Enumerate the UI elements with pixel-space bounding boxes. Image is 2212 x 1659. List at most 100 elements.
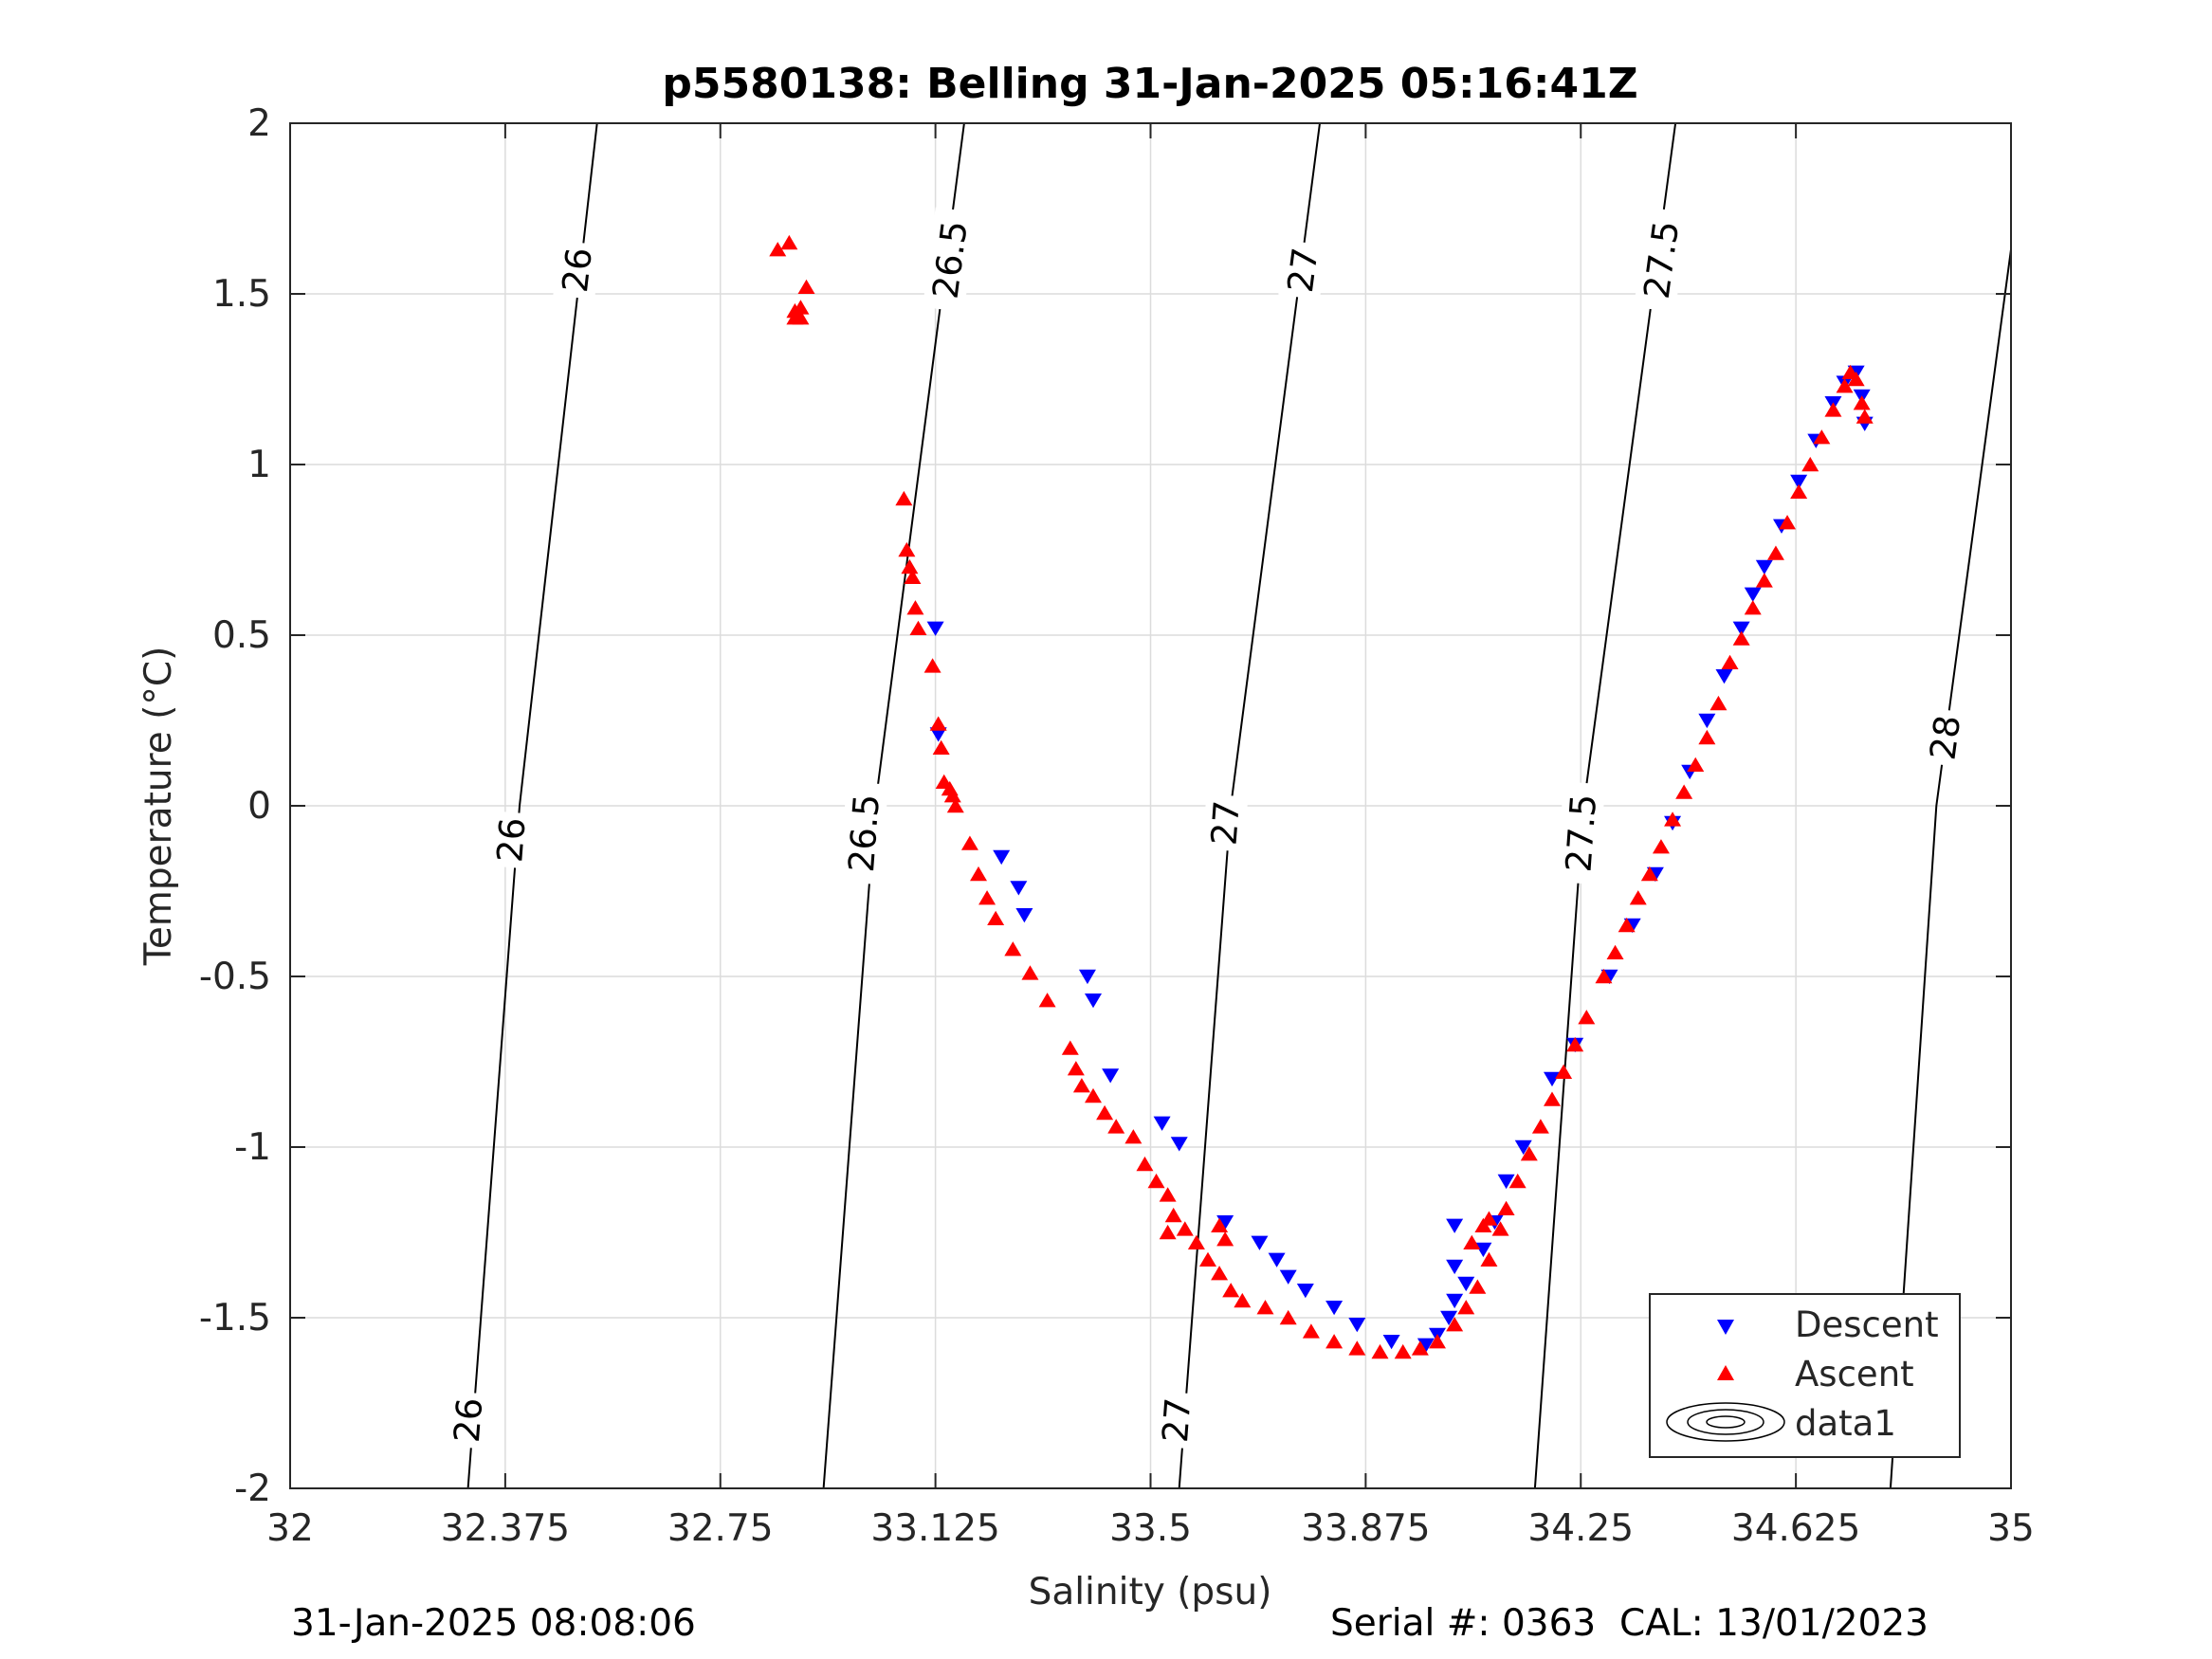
descent-point — [1170, 1137, 1188, 1152]
legend: Descent Ascent data1 — [1649, 1293, 1961, 1458]
x-tick-label: 32.375 — [441, 1507, 570, 1550]
ascent-point — [1779, 515, 1797, 530]
ascent-point — [1824, 402, 1842, 417]
ascent-point — [898, 541, 916, 557]
data-markers — [769, 234, 1874, 1359]
x-tick-label: 34.625 — [1731, 1507, 1860, 1550]
ascent-point — [1744, 600, 1762, 615]
y-tick-label: -1.5 — [199, 1297, 271, 1340]
contour-line-26 — [466, 123, 598, 1488]
ascent-point — [1578, 1010, 1596, 1025]
descent-point — [926, 621, 944, 636]
y-tick-label: 2 — [247, 102, 271, 145]
ascent-point — [987, 910, 1005, 925]
ascent-point — [895, 490, 913, 506]
footer-serial-cal: Serial #: 0363 CAL: 13/01/2023 — [1330, 1602, 1929, 1645]
ascent-point — [1176, 1221, 1194, 1236]
descent-point — [1544, 1071, 1561, 1087]
ascent-point — [1755, 573, 1773, 588]
ascent-point — [797, 279, 815, 294]
contour-label-group: 27 — [1202, 793, 1249, 852]
descent-point — [1296, 1284, 1314, 1299]
ascent-point — [1394, 1343, 1412, 1359]
ascent-point — [1508, 1173, 1526, 1189]
descent-point — [1446, 1293, 1464, 1309]
descent-point — [1102, 1068, 1120, 1084]
descent-point — [1790, 474, 1808, 490]
descent-point — [1457, 1276, 1475, 1292]
ascent-point — [1836, 378, 1854, 393]
chart-title: p5580138: Belling 31-Jan-2025 05:16:41Z — [662, 60, 1637, 108]
descent-point — [1440, 1310, 1458, 1326]
ascent-point — [1061, 1040, 1079, 1055]
contour-label-group: 26 — [445, 1391, 491, 1449]
ascent-point — [1096, 1104, 1114, 1121]
x-axis-ticks: 32 32.375 32.75 33.125 33.5 33.875 34.25 34.625… — [266, 123, 2035, 1550]
descent-point — [1216, 1215, 1234, 1231]
x-tick-label: 33.875 — [1301, 1507, 1430, 1550]
legend-data1-label: data1 — [1795, 1403, 1896, 1444]
descent-point — [1325, 1301, 1344, 1316]
contour-label-bg — [1920, 707, 1970, 768]
ascent-point — [1222, 1283, 1240, 1298]
descent-point — [1268, 1252, 1286, 1267]
descent-point — [1698, 713, 1716, 729]
descent-point — [1497, 1174, 1515, 1190]
contour-label-26.5: 26.5 — [925, 218, 976, 301]
ascent-point — [1411, 1340, 1429, 1356]
ascent-point — [1463, 1234, 1481, 1249]
y-axis-label: Temperature (°C) — [137, 647, 180, 967]
descent-point — [1382, 1335, 1400, 1350]
y-tick-label: -0.5 — [199, 956, 271, 998]
ascent-point — [1216, 1231, 1234, 1247]
ascent-point — [1480, 1211, 1498, 1226]
contour-label-bg — [1153, 1391, 1199, 1449]
ascent-point — [1856, 409, 1874, 424]
y-tick-label: -1 — [234, 1126, 271, 1169]
ascent-point — [904, 569, 922, 584]
x-axis-label: Salinity (psu) — [1029, 1571, 1272, 1613]
ascent-point — [923, 658, 941, 673]
ascent-point — [970, 866, 987, 882]
ascent-point — [1790, 483, 1808, 499]
ascent-point — [1199, 1251, 1216, 1267]
footer-timestamp: 31-Jan-2025 08:08:06 — [291, 1602, 696, 1645]
descent-point — [1732, 621, 1750, 636]
ascent-point — [901, 558, 919, 574]
contour-label-26: 26 — [555, 246, 600, 295]
contour-label-group: 28 — [1920, 707, 1970, 768]
ascent-point — [1721, 654, 1739, 669]
y-axis-ticks: 2 1.5 1 0.5 0 -0.5 -1 -1.5 -2 — [199, 102, 2011, 1510]
ascent-point — [1211, 1266, 1229, 1281]
contour-label-28: 28 — [1922, 713, 1968, 762]
x-tick-label: 32 — [266, 1507, 314, 1550]
ascent-point — [1595, 968, 1613, 984]
ascent-point — [792, 310, 810, 325]
descent-point — [1715, 669, 1733, 684]
y-tick-label: 0.5 — [212, 614, 271, 657]
ascent-point — [780, 234, 798, 250]
ascent-point — [978, 890, 996, 905]
contour-label-bg — [553, 240, 601, 301]
ascent-point — [1256, 1300, 1274, 1315]
ascent-point — [1371, 1343, 1389, 1359]
ascent-point — [1664, 811, 1682, 827]
ascent-point — [1234, 1292, 1252, 1308]
ascent-point — [1766, 545, 1784, 560]
descent-point — [1010, 881, 1028, 896]
ascent-point — [909, 620, 927, 635]
contour-label-bg — [1556, 781, 1606, 885]
contour-label-group: 26.5 — [923, 207, 978, 313]
ascent-point — [932, 739, 950, 755]
ascent-point — [929, 716, 947, 731]
ascent-point — [1038, 993, 1056, 1008]
ascent-point — [1211, 1217, 1229, 1232]
ascent-point — [1531, 1119, 1549, 1134]
contour-label-group: 27 — [1278, 240, 1327, 301]
ascent-point — [1136, 1156, 1154, 1172]
ascent-point — [1302, 1323, 1320, 1339]
ascent-point — [1004, 941, 1022, 957]
ascent-point — [1279, 1309, 1297, 1325]
contour-label-group: 27.5 — [1634, 207, 1689, 313]
